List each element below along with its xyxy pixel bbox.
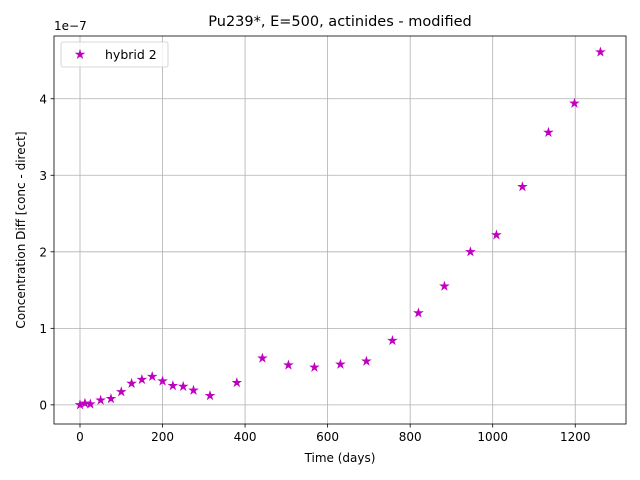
legend: hybrid 2 [60, 41, 169, 68]
chart-title: Pu239*, E=500, actinides - modified [208, 14, 471, 30]
data-point [257, 352, 268, 363]
data-point [85, 398, 96, 409]
data-points [74, 46, 606, 410]
data-point [361, 355, 372, 366]
x-tick-label: 1200 [560, 430, 591, 444]
x-tick-label: 800 [399, 430, 422, 444]
data-point [517, 181, 528, 192]
grid-lines [54, 36, 626, 424]
y-tick-label: 1 [39, 322, 47, 336]
data-point [335, 358, 346, 369]
y-axis-scale-label: 1e−7 [54, 19, 87, 33]
data-point [283, 359, 294, 370]
y-tick-label: 3 [39, 169, 47, 183]
data-point [79, 397, 91, 408]
y-axis-title: Concentration Diff [conc - direct] [14, 131, 28, 328]
data-point [204, 390, 216, 401]
y-tick-label: 0 [39, 398, 47, 412]
data-point [569, 97, 580, 108]
data-point [177, 380, 189, 392]
x-axis-title: Time (days) [304, 451, 376, 465]
data-point [413, 307, 424, 318]
data-point [115, 386, 127, 397]
legend-marker-star-icon [74, 48, 86, 60]
y-tick-label: 4 [39, 92, 47, 106]
data-point [95, 394, 106, 405]
data-point [188, 384, 199, 395]
data-point [543, 126, 554, 137]
axis-ticks: 0 200 400 600 800 1000 1200 0 1 2 3 4 [39, 92, 590, 444]
x-tick-label: 1000 [477, 430, 508, 444]
legend-star-icon [74, 48, 86, 60]
x-tick-label: 0 [76, 430, 84, 444]
y-tick-label: 2 [39, 245, 47, 259]
legend-box [60, 41, 169, 68]
data-point [231, 377, 243, 388]
x-tick-label: 400 [234, 430, 257, 444]
data-point [126, 377, 137, 388]
data-point [439, 280, 450, 291]
x-tick-label: 600 [316, 430, 339, 444]
legend-label-hybrid-2: hybrid 2 [105, 47, 157, 62]
data-point [387, 335, 398, 346]
data-point [105, 393, 117, 404]
data-point [309, 361, 320, 372]
data-point [491, 229, 502, 240]
data-point [465, 246, 476, 257]
plot-area [53, 35, 627, 425]
data-point [146, 370, 158, 382]
x-tick-label: 200 [151, 430, 174, 444]
data-point [136, 374, 148, 385]
data-point [157, 375, 168, 386]
data-point [167, 380, 179, 391]
data-point [595, 46, 606, 57]
